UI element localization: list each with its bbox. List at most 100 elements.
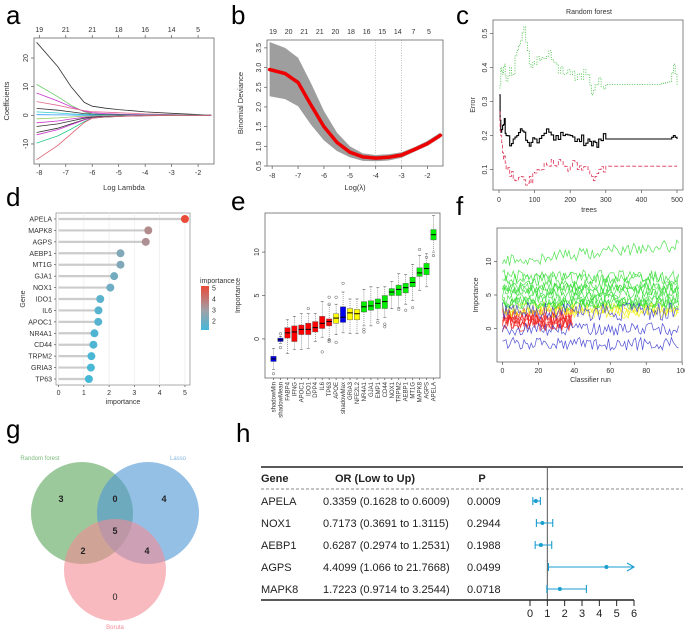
confidence-band — [269, 42, 441, 162]
y-axis-label: Binomial Deviance — [236, 72, 245, 134]
top-tick-label: 21 — [300, 29, 308, 36]
x-tick-label: 6 — [631, 608, 637, 620]
y-axis-label: Gene — [20, 290, 27, 307]
y-tick-label: 0 — [486, 326, 493, 330]
x-tick-label: 100 — [676, 368, 685, 375]
top-tick-label: 20 — [285, 29, 293, 36]
error-line-class1 — [499, 26, 678, 96]
gene-label: TRPM2 — [28, 354, 52, 361]
row-gene: NOX1 — [261, 518, 291, 530]
outlier-point — [327, 338, 331, 342]
error-line-class2 — [499, 111, 677, 186]
y-axis-label: Importance — [473, 277, 480, 312]
x-tick-label: 200 — [564, 197, 576, 204]
panel-e-boruta-boxplot: shadowMin shadowMean FABP4 IFNG APOC1 IDO1 DPP… — [235, 212, 441, 418]
gene-label: APOC1 — [28, 319, 52, 326]
x-tick-label: AEBP1 — [404, 381, 410, 401]
y-tick-label: 2.0 — [256, 102, 263, 112]
outlier-point — [397, 307, 401, 311]
panel-letter-f: f — [456, 191, 464, 221]
panel-g-venn-diagram: Random forest Lasso Boruta 3 0 4 5 2 4 0 — [20, 456, 199, 631]
header-or: OR (Low to Up) — [335, 473, 415, 485]
y-tick-label: 0.3 — [482, 97, 489, 107]
panel-f-boruta-history: 0 20 40 60 80 100 0 5 10 Classifier run Importance — [473, 227, 685, 384]
x-tick-label: APOC1 — [299, 381, 305, 402]
legend-colorbar — [201, 286, 209, 330]
top-tick-label: 5 — [196, 27, 200, 34]
lollipop-point — [89, 340, 98, 349]
x-tick-label: -8 — [36, 170, 42, 177]
top-tick-label: 5 — [427, 29, 431, 36]
row-gene: AGPS — [261, 562, 292, 574]
x-axis-label: importance — [106, 399, 141, 406]
x-tick-label: CD44 — [383, 381, 389, 397]
row-p: 0.0718 — [467, 584, 501, 596]
x-tick-label: 0 — [57, 390, 61, 397]
lollipop-point — [180, 215, 189, 223]
outlier-point — [327, 302, 331, 306]
x-axis-label: trees — [581, 207, 597, 214]
x-axis-label: Log Lambda — [103, 183, 146, 192]
x-tick-label: 1 — [544, 608, 550, 620]
x-tick-label: -6 — [89, 170, 95, 177]
x-tick-label: -5 — [116, 170, 122, 177]
top-tick-label: 16 — [141, 27, 149, 34]
outlier-point — [383, 322, 387, 326]
x-tick-label: 60 — [606, 368, 614, 375]
top-tick-label: 21 — [88, 27, 96, 34]
panel-a-lasso-coefficients: -8 -7 -6 -5 -4 -3 -2 19 21 21 18 16 14 5 -10 0 10 20 Log L… — [2, 27, 215, 192]
outlier-point — [376, 320, 380, 324]
venn-count-lasso-only: 4 — [161, 494, 166, 504]
row-p: 0.0009 — [467, 496, 501, 508]
y-axis-label: Importance — [235, 278, 242, 313]
coefficient-line-4 — [36, 101, 212, 116]
y-tick-label: 10 — [486, 258, 493, 266]
top-tick-label: 21 — [316, 29, 324, 36]
x-tick-label: 40 — [570, 368, 578, 375]
x-tick-label: APELA — [432, 382, 438, 401]
row-gene: MAPK8 — [261, 584, 298, 596]
x-tick-label: 400 — [636, 197, 648, 204]
box-DPP4 — [312, 321, 319, 333]
x-tick-label: 3 — [132, 390, 136, 397]
venn-set-label: Random forest — [20, 456, 60, 462]
y-tick-label: 0.5 — [256, 161, 263, 171]
x-tick-label: 100 — [529, 197, 541, 204]
y-tick-label: 0.5 — [482, 29, 489, 39]
x-tick-label: 2 — [107, 390, 111, 397]
x-tick-label: 300 — [600, 197, 612, 204]
panel-letter-g: g — [6, 414, 20, 444]
x-tick-label: 2 — [562, 608, 568, 620]
outlier-point — [320, 350, 324, 354]
legend-tick-label: 2 — [212, 319, 216, 326]
top-tick-label: 18 — [115, 27, 123, 34]
x-tick-label: DPP4 — [313, 381, 319, 397]
x-tick-label: -5 — [347, 173, 353, 180]
venn-count-rf-boruta: 2 — [80, 546, 85, 556]
top-tick-label: 20 — [332, 29, 340, 36]
box-IFNG — [291, 325, 298, 342]
coefficient-line-1 — [36, 42, 212, 116]
y-tick-label: 5 — [486, 293, 493, 297]
or-point — [557, 587, 562, 591]
top-tick-label: 14 — [168, 27, 176, 34]
x-tick-label: NFE2L2 — [355, 381, 361, 404]
x-tick-label: 5 — [183, 390, 187, 397]
top-tick-label: 19 — [269, 29, 277, 36]
plot-frame — [33, 37, 215, 165]
panel-letter-c: c — [456, 0, 469, 30]
x-tick-label: IFNG — [292, 382, 298, 397]
outlier-point — [278, 332, 282, 336]
venn-count-rf-only: 3 — [58, 494, 63, 504]
lollipop-point — [116, 249, 125, 258]
lollipop-point — [86, 363, 95, 372]
venn-set-boruta — [64, 519, 166, 621]
x-tick-label: -7 — [63, 170, 69, 177]
x-tick-label: 0 — [527, 608, 533, 620]
outlier-point — [362, 327, 366, 331]
y-tick-label: 10 — [254, 248, 261, 256]
chart-title: Random forest — [566, 9, 612, 16]
legend-tick-label: 5 — [212, 286, 216, 293]
x-tick-label: FABP4 — [285, 381, 291, 400]
history-line-confirmed — [502, 286, 679, 301]
